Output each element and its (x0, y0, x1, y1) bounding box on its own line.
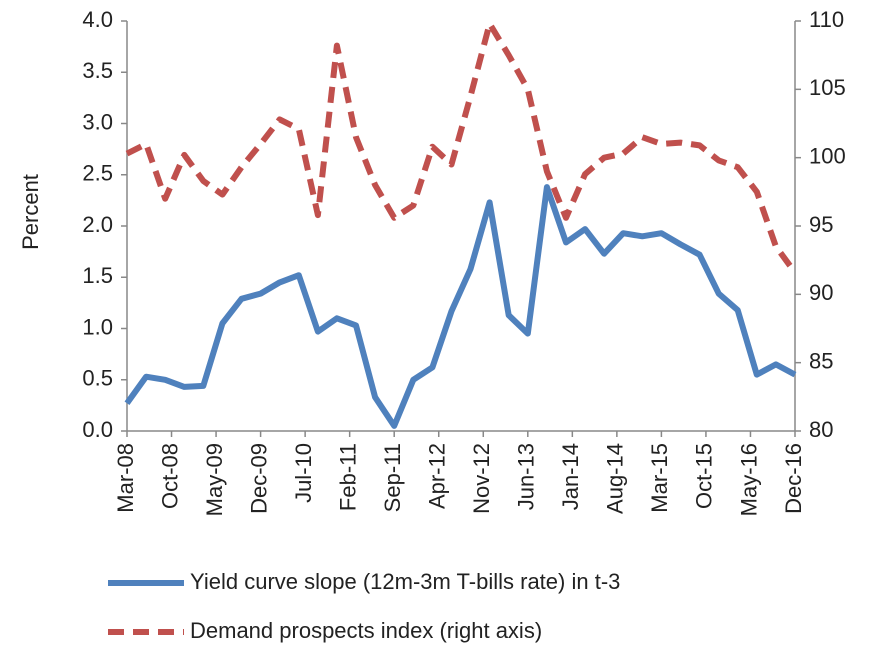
y-tick-label: 0.0 (82, 417, 113, 442)
y-tick-label: 3.5 (82, 58, 113, 83)
x-tick-label: May-09 (202, 443, 227, 516)
legend-label: Demand prospects index (right axis) (190, 618, 542, 643)
y2-tick-label: 110 (809, 7, 844, 32)
x-tick-label: Mar-15 (647, 443, 672, 513)
legend-label: Yield curve slope (12m-3m T-bills rate) … (190, 569, 620, 594)
y-tick-label: 2.5 (82, 161, 113, 186)
y2-tick-label: 100 (809, 143, 846, 168)
series-line (125, 20, 798, 275)
y2-tick-label: 80 (809, 417, 833, 442)
y-tick-label: 1.0 (82, 314, 113, 339)
y2-tick-label: 95 (809, 212, 833, 237)
x-tick-label: Oct-15 (692, 443, 717, 509)
x-tick-label: Apr-12 (425, 443, 450, 509)
y2-tick-label: 90 (809, 280, 833, 305)
y-axis-label: Percent (18, 174, 43, 250)
x-tick-label: May-16 (736, 443, 761, 516)
x-tick-label: Sep-11 (380, 443, 405, 512)
x-tick-label: Nov-12 (469, 443, 494, 514)
x-tick-label: Jun-13 (514, 443, 539, 510)
y-tick-label: 1.5 (82, 263, 113, 288)
x-tick-label: Jul-10 (291, 443, 316, 503)
y-tick-label: 4.0 (82, 7, 113, 32)
y-tick-label: 0.5 (82, 366, 113, 391)
x-tick-label: Feb-11 (335, 443, 360, 511)
x-tick-label: Mar-08 (113, 443, 138, 513)
y2-tick-label: 85 (809, 348, 833, 373)
x-tick-label: Oct-08 (157, 443, 182, 509)
x-tick-label: Aug-14 (603, 443, 628, 514)
x-tick-label: Jan-14 (558, 443, 583, 510)
x-tick-label: Dec-16 (781, 443, 806, 514)
y-tick-label: 3.0 (82, 109, 113, 134)
x-tick-label: Dec-09 (246, 443, 271, 514)
series-line (124, 184, 797, 429)
y2-tick-label: 105 (809, 75, 846, 100)
y-tick-label: 2.0 (82, 212, 113, 237)
